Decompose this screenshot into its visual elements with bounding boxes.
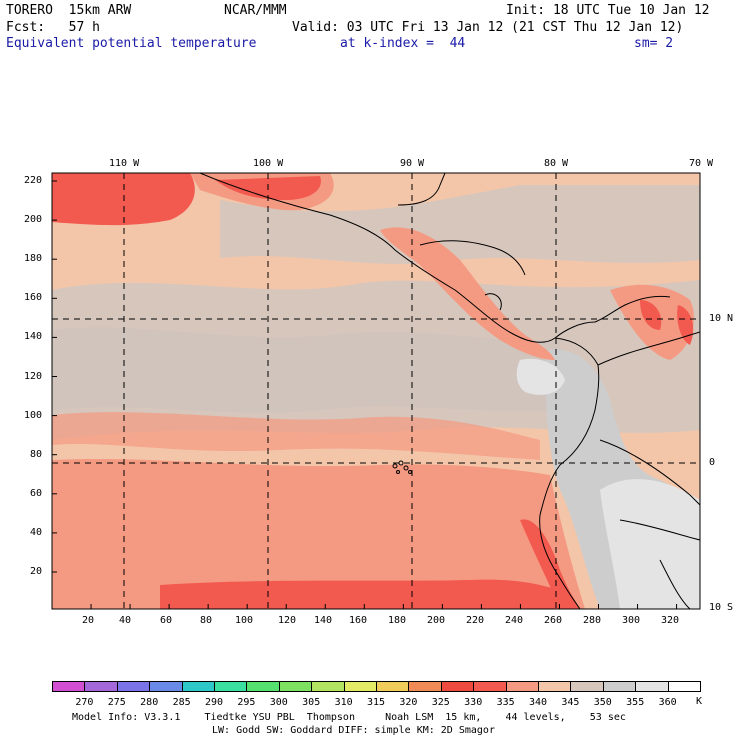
colorbar-swatch [538, 681, 572, 692]
colorbar-swatch [181, 681, 215, 692]
x-tick-label: 320 [661, 615, 680, 626]
colorbar-label: 315 [366, 697, 386, 708]
model-info: Model Info: V3.3.1 Tiedtke YSU PBL Thomp… [72, 712, 626, 723]
smoothing-label: sm= 2 [634, 36, 674, 51]
x-tick-label: 100 [235, 615, 254, 626]
y-tick-label: 220 [24, 175, 43, 186]
x-tick-label: 200 [427, 615, 446, 626]
colorbar-label: 355 [626, 697, 645, 708]
colorbar-swatch [408, 681, 442, 692]
y-tick-label: 120 [24, 371, 43, 382]
x-tick-label: 260 [544, 615, 563, 626]
colorbar-label: 290 [204, 697, 224, 708]
colorbar-swatch [635, 681, 669, 692]
colorbar-label: 310 [334, 697, 353, 708]
x-tick-label: 180 [388, 615, 407, 626]
x-tick-label: 280 [583, 615, 602, 626]
x-tick-label: 60 [160, 615, 173, 626]
lon-label-100w: 100 W [253, 158, 284, 169]
y-tick-label: 80 [30, 449, 43, 460]
x-tick-label: 40 [119, 615, 132, 626]
y-tick-label: 20 [30, 566, 43, 577]
lat-label-0: 0 [709, 457, 716, 468]
colorbar-label: 285 [172, 697, 191, 708]
x-tick-label: 240 [505, 615, 524, 626]
colorbar-swatch [440, 681, 475, 692]
x-tick-label: 80 [200, 615, 213, 626]
lon-label-80w: 80 W [544, 158, 569, 169]
y-tick-label: 40 [30, 527, 43, 538]
model-title: TORERO 15km ARW [6, 3, 132, 18]
y-tick-label: 60 [30, 488, 43, 499]
colorbar-swatch [505, 681, 539, 692]
lat-lon-grid [52, 173, 700, 609]
colorbar-swatch [246, 681, 280, 692]
colorbar-swatch [52, 681, 86, 692]
theta-e-field [52, 173, 700, 609]
x-tick-label: 120 [278, 615, 297, 626]
forecast-hour: Fcst: 57 h [6, 20, 100, 35]
init-time: Init: 18 UTC Tue 10 Jan 12 [506, 3, 710, 18]
colorbar-label: 275 [107, 697, 126, 708]
y-tick-label: 100 [24, 410, 43, 421]
plot-frame [51, 172, 701, 610]
x-tick-label: 300 [622, 615, 641, 626]
colorbar-label: 330 [464, 697, 483, 708]
lat-label-10n: 10 N [709, 313, 734, 324]
colorbar-swatch [376, 681, 410, 692]
colorbar-label: 300 [269, 697, 288, 708]
colorbar-label: 280 [140, 697, 159, 708]
colorbar-label: 320 [399, 697, 418, 708]
colorbar-swatch [116, 681, 151, 692]
x-tick-label: 140 [314, 615, 333, 626]
lat-label-10s: 10 S [709, 602, 734, 613]
colorbar-label: 350 [593, 697, 612, 708]
x-tick-label: 20 [82, 615, 95, 626]
colorbar-swatch [278, 681, 313, 692]
colorbar-swatch [602, 681, 637, 692]
colorbar-label: 295 [237, 697, 256, 708]
colorbar-label: 305 [302, 697, 321, 708]
colorbar-swatch [473, 681, 507, 692]
colorbar-label: 335 [496, 697, 515, 708]
colorbar-label: 345 [561, 697, 580, 708]
level-label: at k-index = 44 [340, 36, 466, 51]
colorbar-swatch [84, 681, 118, 692]
valid-time: Valid: 03 UTC Fri 13 Jan 12 (21 CST Thu … [292, 20, 684, 35]
colorbar-unit: K [696, 696, 703, 707]
colorbar-swatch [570, 681, 604, 692]
physics-info: LW: Godd SW: Goddard DIFF: simple KM: 2D… [212, 725, 495, 736]
y-tick-label: 200 [24, 214, 43, 225]
colorbar-swatch [214, 681, 248, 692]
lon-label-70w: 70 W [689, 158, 714, 169]
colorbar-label: 360 [658, 697, 677, 708]
y-tick-label: 160 [24, 292, 43, 303]
axis-ticks [52, 180, 678, 609]
field-name: Equivalent potential temperature [6, 36, 257, 51]
colorbar-label: 340 [528, 697, 548, 708]
y-tick-label: 140 [24, 331, 43, 342]
colorbar-swatch [667, 681, 701, 692]
colorbar-swatch [149, 681, 183, 692]
colorbar-swatch [311, 681, 345, 692]
org-label: NCAR/MMM [224, 3, 287, 18]
lon-label-90w: 90 W [400, 158, 425, 169]
x-tick-label: 220 [466, 615, 485, 626]
colorbar-swatch [343, 681, 377, 692]
colorbar-label: 270 [75, 697, 94, 708]
x-tick-label: 160 [349, 615, 368, 626]
coastlines [199, 173, 700, 609]
colorbar-label: 325 [431, 697, 450, 708]
y-tick-label: 180 [24, 253, 43, 264]
lon-label-110w: 110 W [109, 158, 140, 169]
